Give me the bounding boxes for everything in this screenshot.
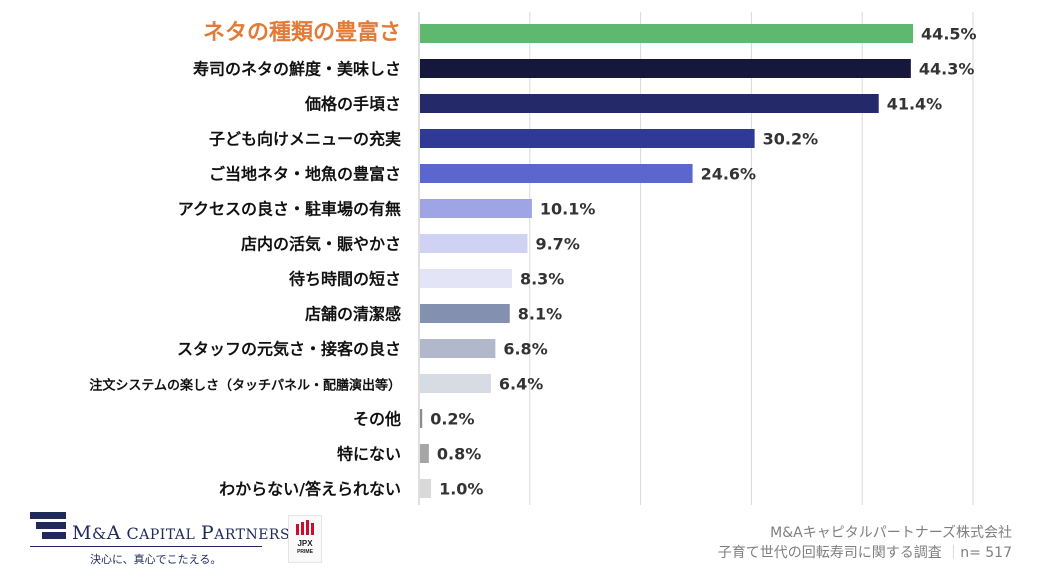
bar: [420, 199, 532, 218]
category-label: 寿司のネタの鮮度・美味しさ: [193, 60, 401, 79]
value-label: 24.6%: [701, 165, 757, 184]
jpx-prime-badge: JPX PRIME: [288, 515, 322, 563]
category-label: ご当地ネタ・地魚の豊富さ: [209, 165, 401, 184]
sample-size: n= 517: [960, 545, 1012, 561]
bar: [420, 269, 512, 288]
value-label: 41.4%: [887, 95, 943, 114]
company-logo-name: M&A CAPITAL PARTNERS: [72, 522, 291, 544]
value-label: 6.4%: [499, 375, 543, 394]
category-label: アクセスの良さ・駐車場の有無: [178, 200, 401, 219]
bar: [420, 24, 914, 43]
value-label: 44.3%: [919, 60, 975, 79]
bar: [420, 129, 755, 148]
category-label: スタッフの元気さ・接客の良さ: [177, 340, 401, 359]
bar: [420, 444, 429, 463]
company-logo-mark-icon: [30, 512, 66, 539]
bar: [420, 59, 911, 78]
bar: [420, 304, 510, 323]
value-label: 8.1%: [518, 305, 562, 324]
bar: [420, 234, 528, 253]
source-company: M&Aキャピタルパートナーズ株式会社: [770, 525, 1012, 541]
value-label: 0.8%: [437, 445, 481, 464]
company-logo: M&A CAPITAL PARTNERS 決心に、真心でこたえる。: [30, 512, 290, 572]
category-label: わからない/答えられない: [219, 480, 401, 499]
value-label: 8.3%: [520, 270, 564, 289]
bar: [420, 479, 432, 498]
bar-chart: ネタの種類の豊富さ 44.5% 寿司のネタの鮮度・美味しさ 44.3% 価格の手頃さ 41…: [89, 12, 977, 505]
value-label: 0.2%: [430, 410, 474, 429]
source-survey-line: 子育て世代の回転寿司に関する調査 ｜n= 517: [717, 545, 1012, 561]
jpx-logo-icon: [296, 520, 314, 535]
category-label: 注文システムの楽しさ（タッチパネル・配膳演出等）: [89, 378, 401, 394]
category-label: 特にない: [337, 445, 401, 464]
bar: [420, 374, 491, 393]
category-label: その他: [353, 410, 401, 429]
category-label: 店内の活気・賑やかさ: [241, 235, 401, 254]
jpx-prime-label: PRIME: [297, 549, 313, 555]
value-label: 30.2%: [763, 130, 819, 149]
category-label: 価格の手頃さ: [304, 95, 401, 114]
value-label: 10.1%: [540, 200, 596, 219]
bar: [420, 94, 879, 113]
bar: [420, 339, 496, 358]
category-label: 子ども向けメニューの充実: [209, 130, 401, 149]
bar: [420, 409, 423, 428]
value-label: 44.5%: [921, 25, 977, 44]
logo-divider: [30, 546, 262, 547]
value-label: 1.0%: [439, 480, 483, 499]
source-note: M&Aキャピタルパートナーズ株式会社 子育て世代の回転寿司に関する調査 ｜n= …: [718, 523, 1012, 563]
category-label: 待ち時間の短さ: [289, 270, 401, 289]
source-survey: 子育て世代の回転寿司に関する調査: [717, 545, 942, 561]
value-label: 6.8%: [503, 340, 547, 359]
company-tagline: 決心に、真心でこたえる。: [90, 553, 222, 566]
bar: [420, 164, 693, 183]
jpx-label: JPX: [297, 539, 313, 548]
category-label: 店舗の清潔感: [305, 305, 401, 324]
category-label: ネタの種類の豊富さ: [203, 20, 401, 46]
value-label: 9.7%: [535, 235, 579, 254]
